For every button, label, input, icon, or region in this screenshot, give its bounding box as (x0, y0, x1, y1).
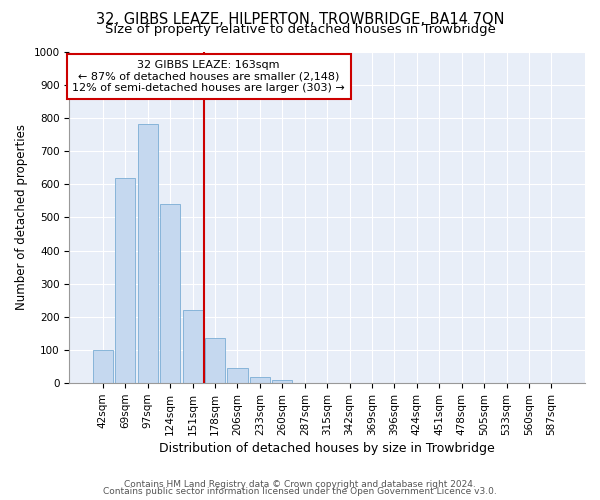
Bar (227, 368, 248, 383)
X-axis label: Distribution of detached houses by size in Trowbridge: Distribution of detached houses by size … (160, 442, 495, 455)
Text: Contains HM Land Registry data © Crown copyright and database right 2024.: Contains HM Land Registry data © Crown c… (124, 480, 476, 489)
Text: 32, GIBBS LEAZE, HILPERTON, TROWBRIDGE, BA14 7QN: 32, GIBBS LEAZE, HILPERTON, TROWBRIDGE, … (96, 12, 504, 28)
Bar (205, 338, 225, 383)
Bar (182, 310, 203, 383)
Text: Contains public sector information licensed under the Open Government Licence v3: Contains public sector information licen… (103, 487, 497, 496)
Bar (272, 380, 292, 383)
Bar (250, 376, 270, 383)
Y-axis label: Number of detached properties: Number of detached properties (15, 124, 28, 310)
Bar (93, 350, 113, 383)
Bar (160, 204, 181, 383)
Text: Size of property relative to detached houses in Trowbridge: Size of property relative to detached ho… (104, 22, 496, 36)
Text: 32 GIBBS LEAZE: 163sqm
← 87% of detached houses are smaller (2,148)
12% of semi-: 32 GIBBS LEAZE: 163sqm ← 87% of detached… (72, 60, 345, 93)
Bar (137, 124, 158, 383)
Bar (115, 178, 136, 383)
